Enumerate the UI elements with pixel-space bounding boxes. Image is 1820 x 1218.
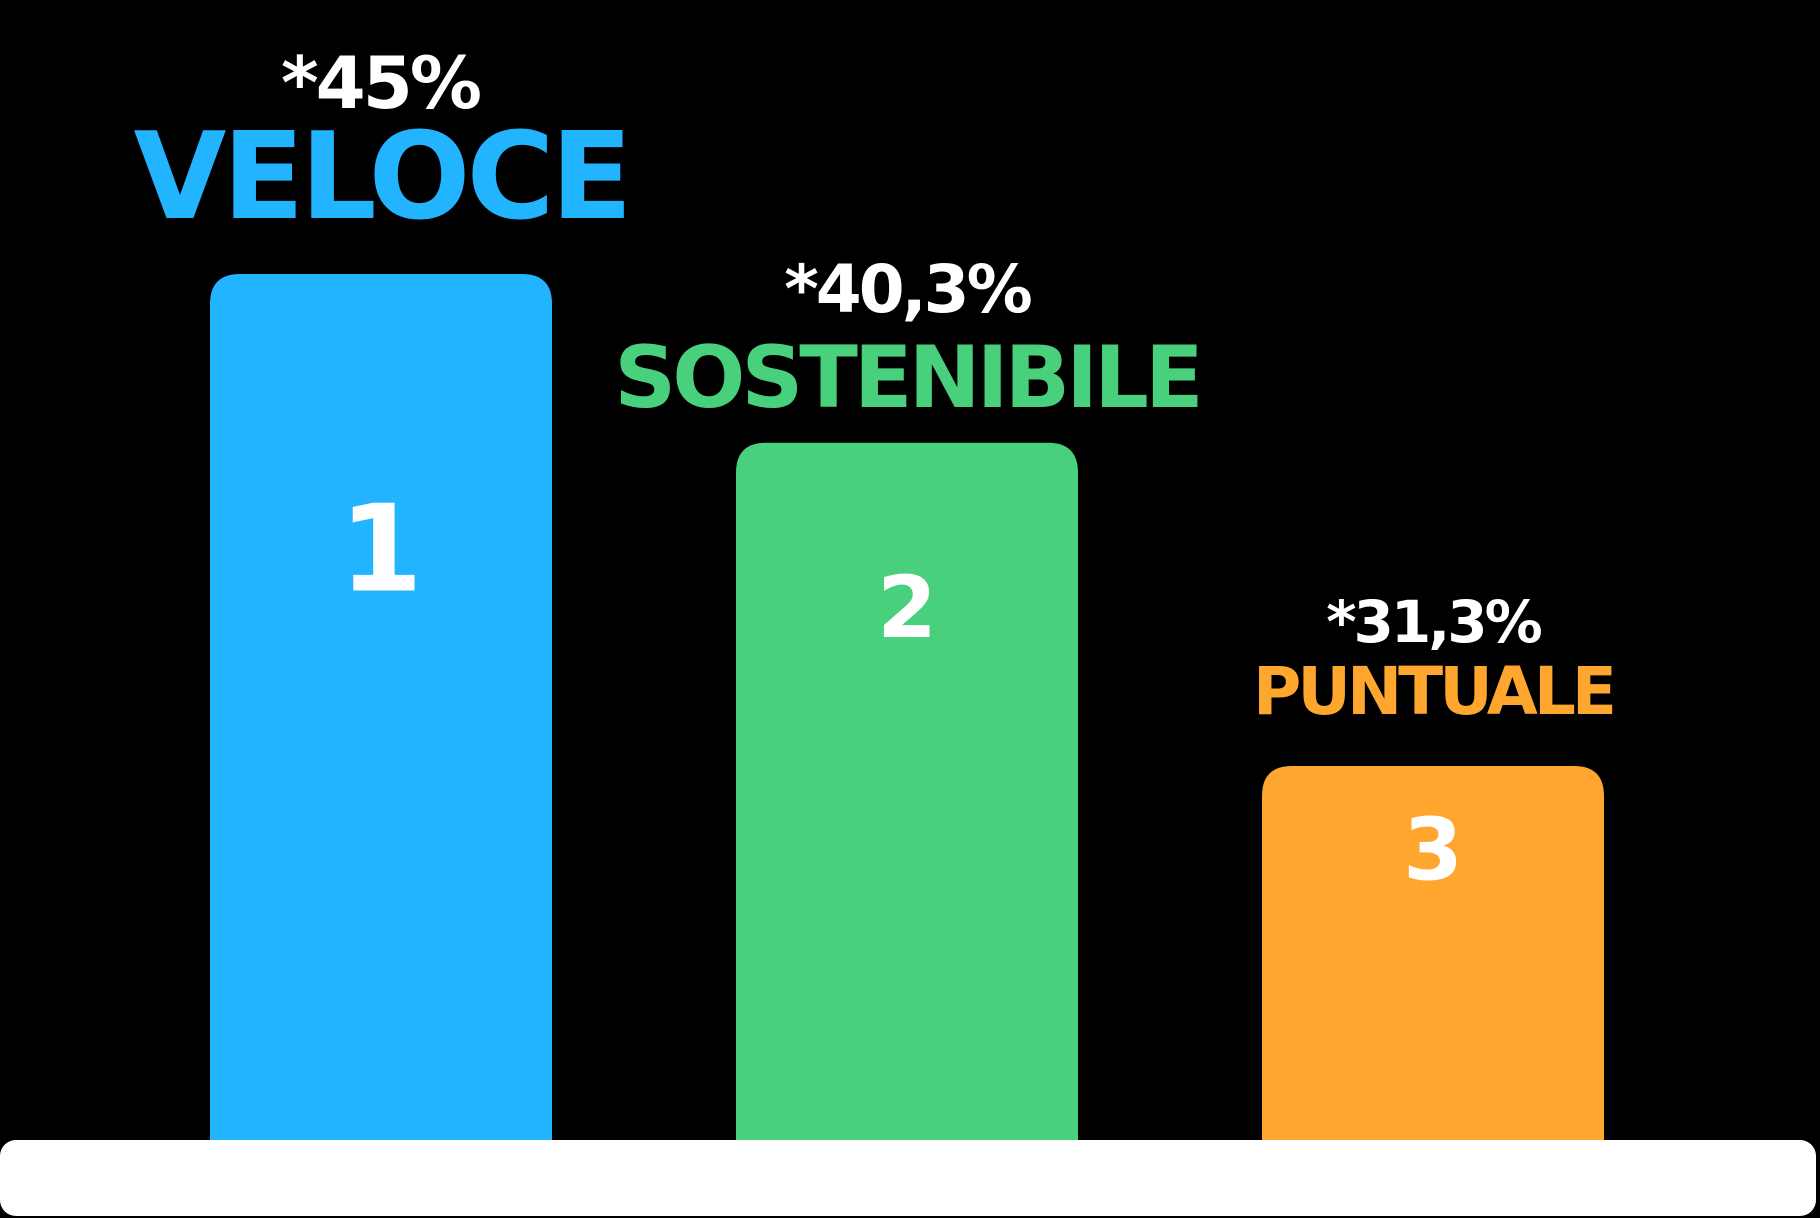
- rank-label-1: 1: [339, 481, 423, 620]
- category-label-sostenibile: SOSTENIBILE: [614, 328, 1199, 428]
- category-label-veloce: VELOCE: [133, 108, 628, 247]
- value-label-puntuale: *31,3%: [1326, 588, 1541, 656]
- baseline-bar: [0, 1140, 1816, 1216]
- bar-veloce: [210, 274, 552, 1140]
- bar-sostenibile: [736, 442, 1078, 1140]
- category-label-puntuale: PUNTUALE: [1253, 653, 1613, 730]
- value-label-sostenibile: *40,3%: [784, 251, 1031, 328]
- value-label-veloce: *45%: [281, 41, 480, 125]
- rank-label-2: 2: [877, 558, 937, 658]
- rank-label-3: 3: [1403, 801, 1463, 901]
- bar-puntuale: [1262, 766, 1604, 1140]
